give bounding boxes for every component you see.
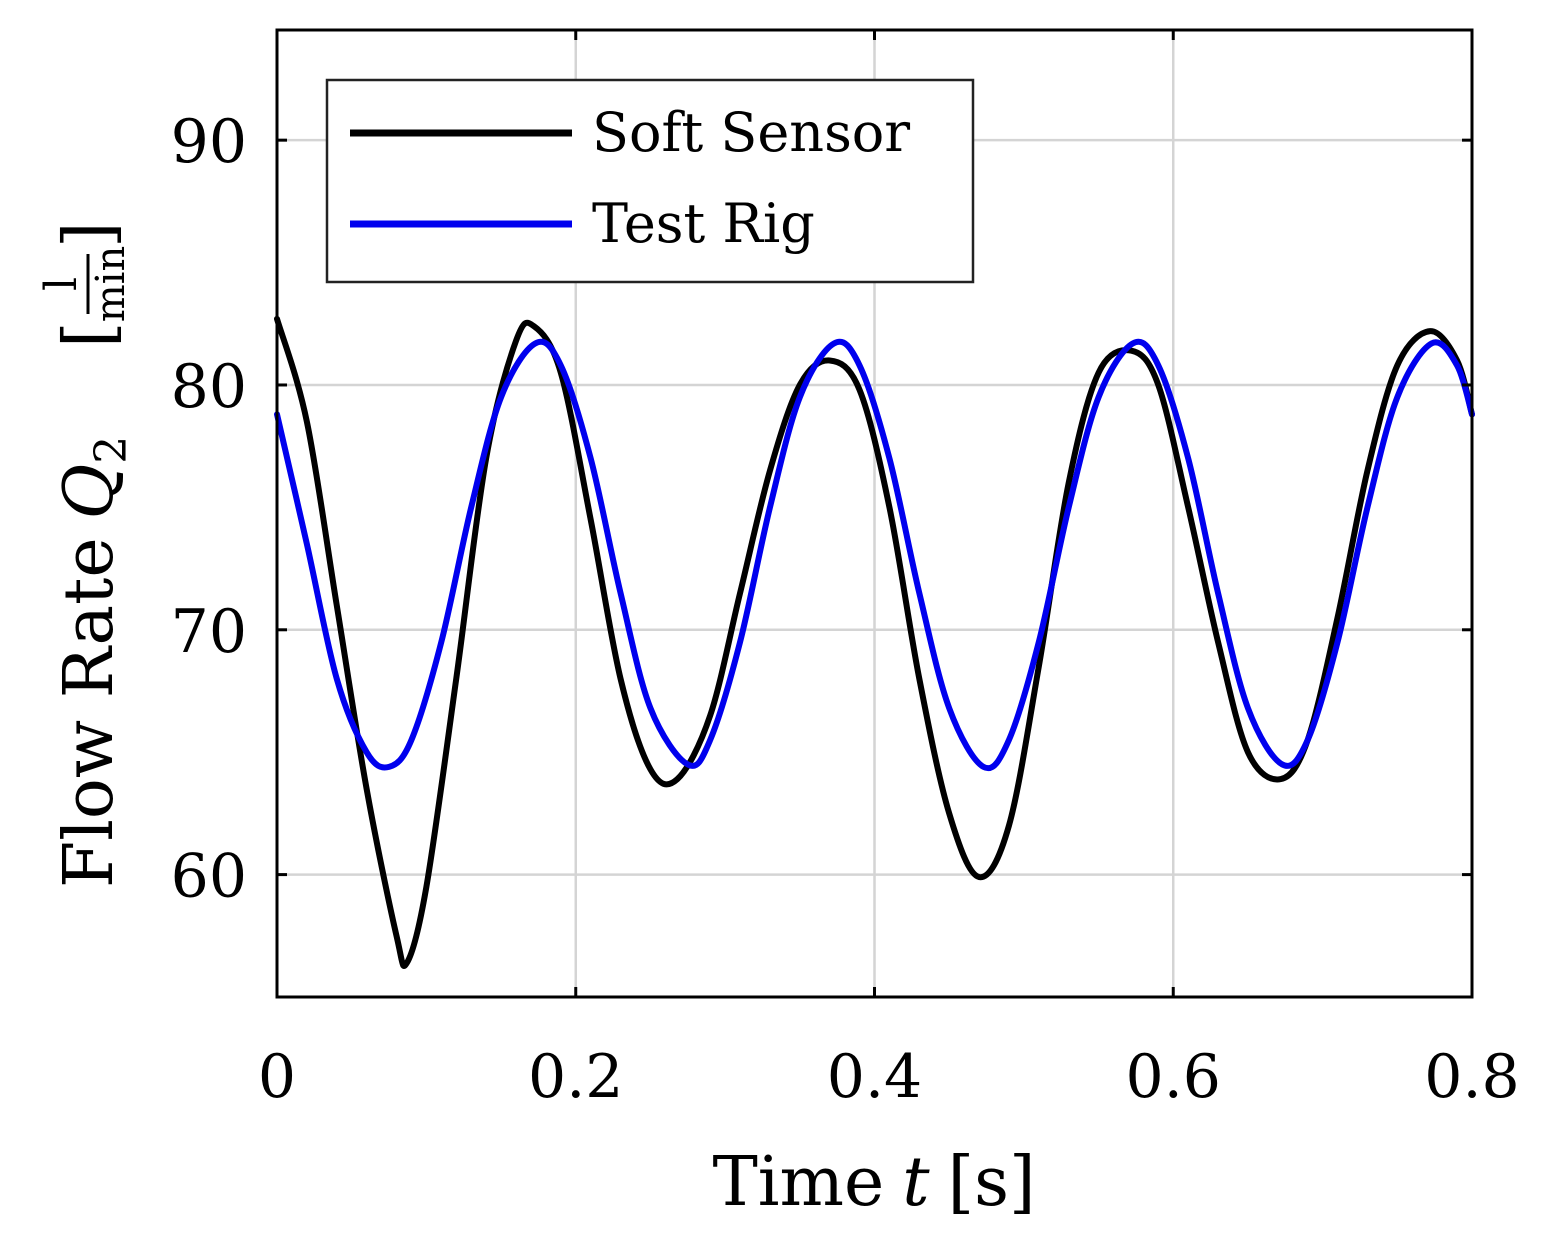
series-line-soft-sensor	[274, 315, 1475, 970]
legend-label-soft-sensor: Soft Sensor	[592, 101, 910, 164]
y-axis-label: Flow Rate Q2 [ l min ]	[36, 221, 137, 888]
y-axis-label-text: Flow Rate	[50, 537, 129, 888]
y-axis-label-var: Q	[50, 464, 129, 520]
y-axis-unit-denominator: min	[88, 246, 134, 322]
y-axis-unit-bracket-open: [	[50, 321, 129, 348]
x-tick-label: 0.6	[1126, 1042, 1221, 1112]
tick-labels: 0 0.2 0.4 0.6 0.8 60 70 80 90	[171, 107, 1520, 1112]
x-axis-label: Time t [s]	[712, 1143, 1035, 1222]
x-axis-label-text: Time	[712, 1143, 884, 1222]
x-tick-label: 0.4	[827, 1042, 922, 1112]
x-tick-label: 0.2	[528, 1042, 623, 1112]
y-axis-label-line: Flow Rate Q2	[50, 436, 137, 888]
y-tick-label: 70	[171, 597, 247, 667]
series-line-test-rig	[274, 338, 1475, 772]
legend: Soft Sensor Test Rig	[325, 78, 975, 284]
y-axis-unit-numerator: l	[36, 277, 87, 291]
x-tick-label: 0	[258, 1042, 296, 1112]
x-axis-label-var: t	[902, 1143, 930, 1222]
y-axis-label-sub: 2	[86, 436, 137, 464]
x-tick-label: 0.8	[1424, 1042, 1519, 1112]
legend-label-test-rig: Test Rig	[592, 192, 815, 255]
ticks	[275, 30, 1474, 997]
legend-box	[325, 78, 975, 284]
y-tick-label: 80	[171, 352, 247, 422]
y-tick-label: 60	[171, 842, 247, 912]
y-tick-label: 90	[171, 107, 247, 177]
y-axis-unit-bracket-close: ]	[50, 221, 129, 248]
series-lines	[274, 315, 1475, 970]
x-axis-label-unit: [s]	[948, 1143, 1036, 1222]
